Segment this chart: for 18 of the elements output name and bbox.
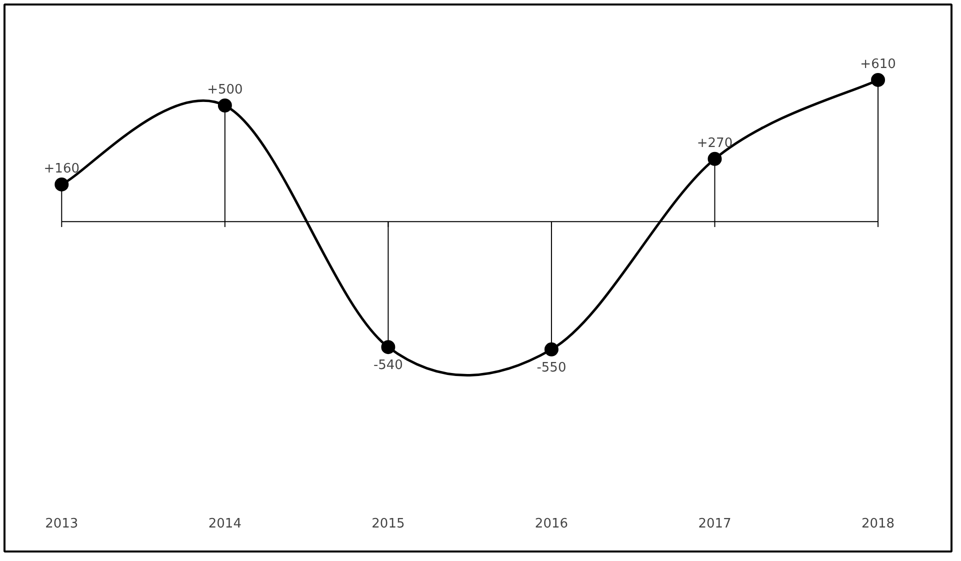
point — [218, 98, 232, 112]
x-tick-label: 2015 — [372, 516, 405, 532]
data-label: -550 — [536, 360, 566, 376]
point — [54, 177, 69, 192]
x-tick-label: 2016 — [534, 516, 568, 532]
data-label: +270 — [696, 136, 733, 151]
data-label: +610 — [860, 56, 896, 72]
x-tick-label: 2014 — [208, 516, 242, 532]
point — [708, 152, 722, 166]
data-label: -540 — [373, 358, 403, 374]
x-tick-label: 2013 — [45, 516, 78, 532]
point — [544, 342, 558, 356]
x-tick-label: 2018 — [861, 516, 895, 532]
data-label: +500 — [207, 82, 243, 98]
x-tick-label: 2017 — [698, 516, 732, 532]
point — [381, 340, 396, 354]
data-label: +160 — [44, 161, 80, 176]
point — [871, 72, 886, 87]
